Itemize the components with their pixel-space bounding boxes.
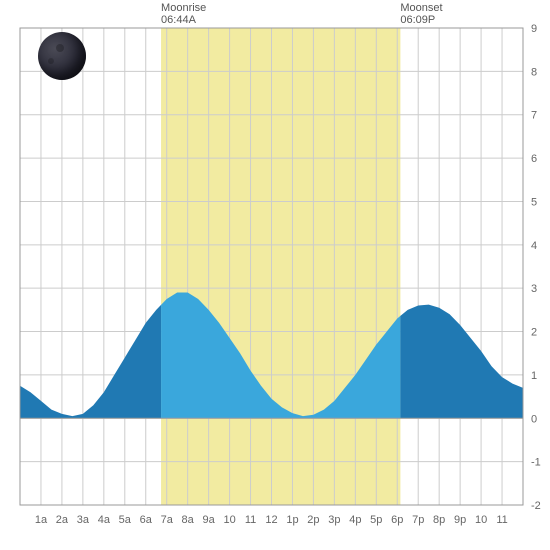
y-tick: 4 [531,240,537,252]
x-tick: 2p [307,514,319,526]
x-tick: 5a [119,514,132,526]
y-tick: 3 [531,283,537,295]
tide-night-pm [400,305,523,419]
x-tick: 8p [433,514,445,526]
x-tick: 4a [98,514,111,526]
new-moon-icon [38,32,86,80]
y-tick: 8 [531,66,537,78]
x-tick: 1a [35,514,48,526]
x-tick: 7a [161,514,174,526]
moonset-title: Moonset [400,2,442,14]
x-tick: 6a [140,514,153,526]
x-tick: 5p [370,514,382,526]
y-tick: 9 [531,23,537,35]
moonrise-time: 06:44A [161,14,206,26]
y-tick: -2 [531,500,541,512]
x-tick: 6p [391,514,403,526]
x-tick: 12 [265,514,277,526]
moonrise-label: Moonrise 06:44A [161,2,206,26]
x-tick: 1p [286,514,298,526]
y-tick: 6 [531,153,537,165]
x-tick: 11 [496,514,507,526]
moonrise-title: Moonrise [161,2,206,14]
x-tick: 9p [454,514,466,526]
x-tick: 10 [475,514,487,526]
x-tick: 9a [203,514,216,526]
x-tick: 2a [56,514,69,526]
y-tick: -1 [531,457,541,469]
y-tick: 2 [531,327,537,339]
y-tick: 1 [531,370,537,382]
y-tick: 5 [531,196,537,208]
chart-svg: -2-101234567891a2a3a4a5a6a7a8a9a1011121p… [0,0,550,550]
x-tick: 3a [77,514,90,526]
x-tick: 8a [182,514,195,526]
y-tick: 0 [531,413,537,425]
x-tick: 11 [245,514,256,526]
moonset-time: 06:09P [400,14,442,26]
tide-chart: Moonrise 06:44A Moonset 06:09P -2-101234… [0,0,550,550]
x-tick: 4p [349,514,361,526]
x-tick: 7p [412,514,424,526]
y-tick: 7 [531,110,537,122]
x-tick: 10 [223,514,235,526]
x-tick: 3p [328,514,340,526]
moonset-label: Moonset 06:09P [400,2,442,26]
daylight-band [161,28,400,505]
